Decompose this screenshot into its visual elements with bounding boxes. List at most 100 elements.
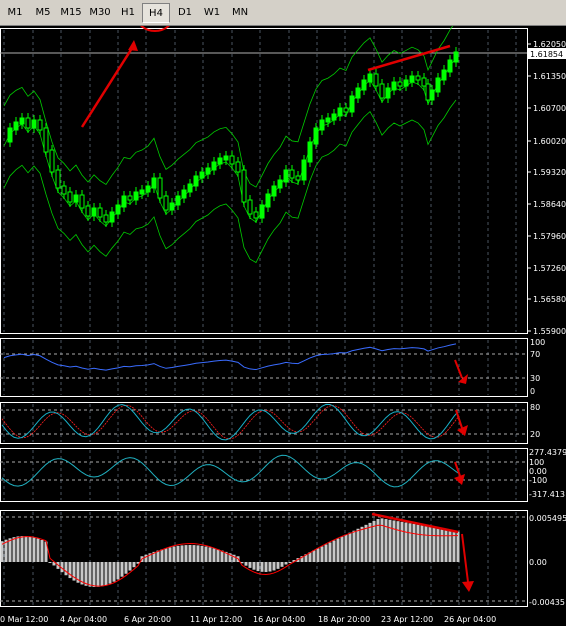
tab-m30[interactable]: M30 xyxy=(89,7,111,18)
time-axis-label: 16 Apr 04:00 xyxy=(253,615,305,624)
macd-histogram-bar xyxy=(228,553,232,562)
candle-body xyxy=(187,183,193,193)
candle-body xyxy=(259,204,265,219)
macd-histogram-bar xyxy=(204,546,208,562)
cci-axis-label: 277.4379 xyxy=(529,448,566,457)
candle-body xyxy=(157,177,163,199)
macd-histogram-bar xyxy=(156,550,160,562)
candle-body xyxy=(127,195,133,201)
macd-histogram-bar xyxy=(220,550,224,562)
candle-body xyxy=(37,119,43,131)
candle-body xyxy=(139,189,145,195)
macd-histogram-bar xyxy=(64,562,68,576)
candle-body xyxy=(277,179,283,189)
cci-panel xyxy=(0,448,528,502)
macd-histogram-bar xyxy=(400,521,404,562)
macd-histogram-bar xyxy=(192,545,196,562)
cci-axis-label: -100 xyxy=(529,476,547,485)
candle-body xyxy=(409,75,415,83)
candle-body xyxy=(145,185,151,193)
macd-histogram-bar xyxy=(300,556,304,562)
candle-body xyxy=(403,79,409,87)
macd-histogram-bar xyxy=(252,562,256,570)
macd-histogram-bar xyxy=(168,547,172,562)
macd-histogram-bar xyxy=(104,562,108,586)
tab-m15[interactable]: M15 xyxy=(60,7,82,18)
macd-histogram-bar xyxy=(260,562,264,572)
macd-histogram-bar xyxy=(52,562,56,566)
annotation-arrowhead-stoch xyxy=(457,425,468,436)
candle-body xyxy=(7,127,13,143)
macd-histogram-bar xyxy=(324,544,328,562)
macd-histogram-bar xyxy=(76,562,80,583)
tab-m5[interactable]: M5 xyxy=(35,7,51,18)
price-axis-label: 1.62050 xyxy=(533,40,566,49)
macd-histogram-bar xyxy=(144,554,148,562)
macd-histogram-bar xyxy=(68,562,72,579)
price-axis-label: 1.60700 xyxy=(533,104,566,113)
candle-body xyxy=(415,75,421,81)
candle-body xyxy=(43,127,49,153)
candle-body xyxy=(163,195,169,211)
annotation-arrow-h4 xyxy=(80,44,136,128)
price-axis-label: 1.57260 xyxy=(533,264,566,273)
macd-histogram-bar xyxy=(132,562,136,568)
macd-histogram-bar xyxy=(116,562,120,580)
rsi-axis-label: 70 xyxy=(530,350,540,359)
macd-histogram-bar xyxy=(256,562,260,572)
macd-histogram-bar xyxy=(92,562,96,587)
candle-body xyxy=(265,193,271,208)
candle-body xyxy=(337,107,343,117)
tab-mn[interactable]: MN xyxy=(231,7,249,18)
stoch-signal-line xyxy=(1,404,459,440)
candle-body xyxy=(121,195,127,208)
time-axis-label: 0 Mar 12:00 xyxy=(0,615,48,624)
tab-m1[interactable]: M1 xyxy=(7,7,23,18)
macd-histogram-bar xyxy=(148,553,152,562)
tab-w1[interactable]: W1 xyxy=(203,7,221,18)
candle-body xyxy=(319,119,325,131)
rsi-line xyxy=(3,343,457,371)
macd-histogram-bar xyxy=(164,548,168,562)
macd-histogram-bar xyxy=(412,523,416,562)
divergence-line-price xyxy=(367,44,451,72)
tab-h1[interactable]: H1 xyxy=(121,7,135,18)
macd-histogram-bar xyxy=(196,545,200,562)
price-axis-label: 1.57960 xyxy=(533,232,566,241)
tab-d1[interactable]: D1 xyxy=(177,7,193,18)
rsi-axis-label: 30 xyxy=(530,374,540,383)
candle-body xyxy=(85,205,91,217)
candle-body xyxy=(325,117,331,123)
macd-histogram-bar xyxy=(24,536,28,562)
macd-histogram-bar xyxy=(84,562,88,586)
macd-histogram-bar xyxy=(48,562,52,563)
macd-panel xyxy=(0,510,528,607)
macd-histogram-bar xyxy=(304,554,308,562)
macd-histogram-bar xyxy=(456,531,460,562)
tab-h4[interactable]: H4 xyxy=(142,3,170,23)
candle-body xyxy=(193,175,199,187)
annotation-circle-h4 xyxy=(140,26,170,32)
candle-body xyxy=(151,177,157,189)
chart-canvas[interactable]: 1.62050 1.61350 1.60700 1.60020 1.59320 1.586… xyxy=(0,26,566,626)
cci-line xyxy=(1,454,459,488)
candle-body xyxy=(283,169,289,183)
timeframe-toolbar: M1 M5 M15 M30 H1 H4 D1 W1 MN xyxy=(0,0,566,26)
candle-body xyxy=(247,199,253,215)
annotation-arrowhead-h4 xyxy=(128,40,138,51)
macd-histogram-bar xyxy=(368,522,372,562)
macd-histogram-bar xyxy=(60,562,64,573)
macd-histogram-bar xyxy=(420,525,424,562)
macd-histogram-bar xyxy=(248,562,252,568)
candle-body xyxy=(175,195,181,206)
candle-body xyxy=(385,87,391,99)
candle-body xyxy=(349,95,355,113)
annotation-arrow-stoch xyxy=(455,409,463,429)
candle-body xyxy=(205,167,211,175)
candle-body xyxy=(109,211,115,223)
macd-histogram-bar xyxy=(452,530,456,562)
candle-body xyxy=(97,207,103,218)
macd-histogram-bar xyxy=(428,526,432,562)
candle-body xyxy=(217,157,223,165)
candle-body xyxy=(295,175,301,181)
